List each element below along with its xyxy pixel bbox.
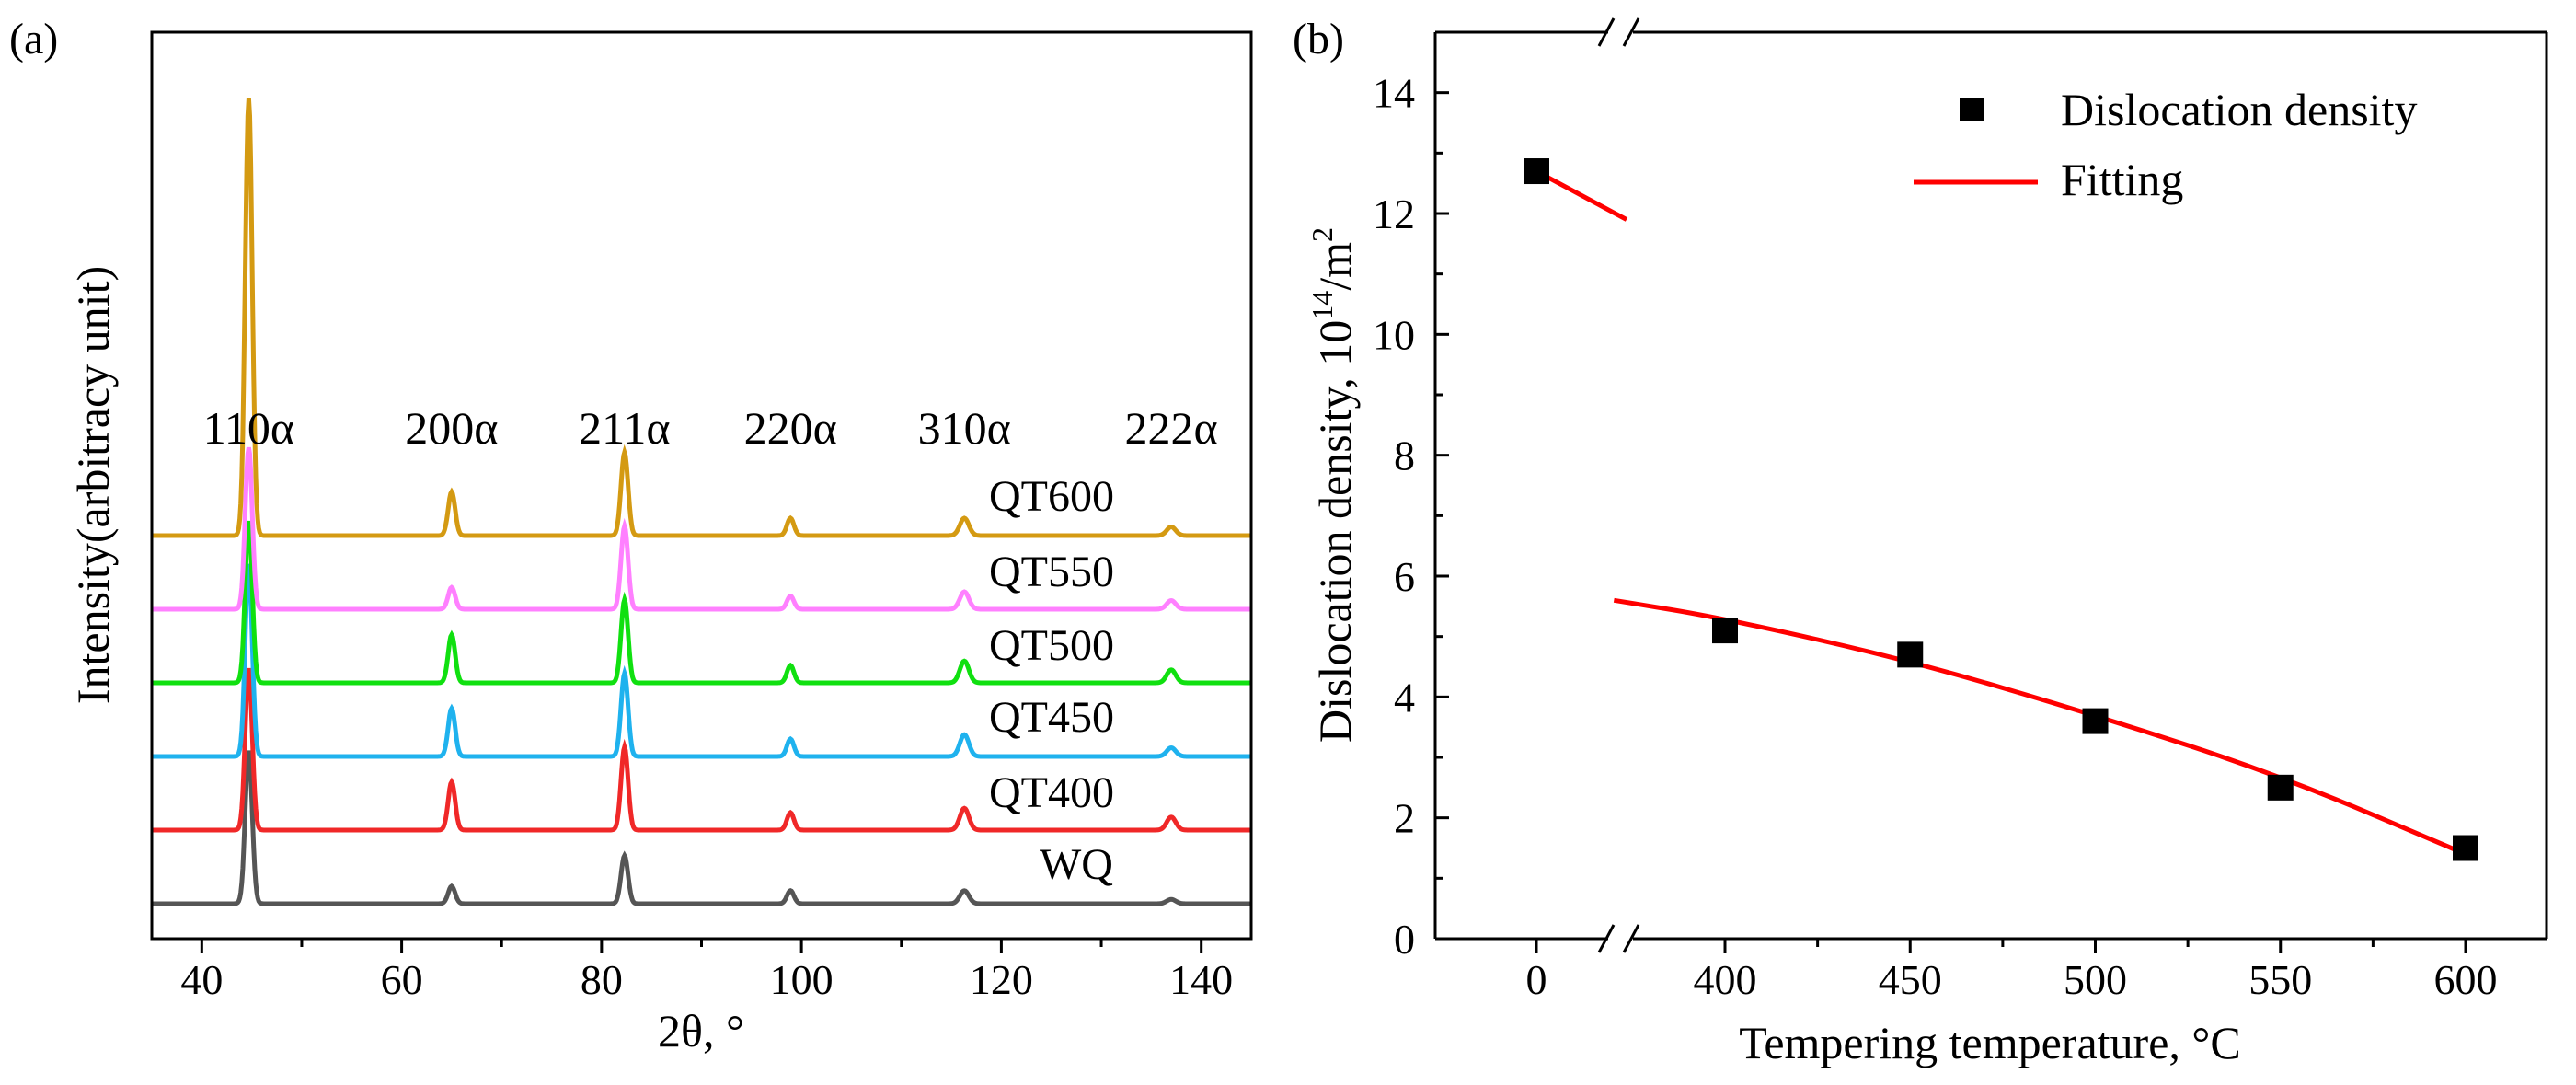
x-tick-label-550: 550: [2248, 956, 2312, 1003]
data-point-550: [2267, 774, 2294, 801]
peak-label-211a: 211α: [579, 402, 670, 454]
peak-label-220a: 220α: [744, 402, 837, 454]
data-points: [1524, 158, 2478, 861]
panel-a-xrd-chart: (a) 110α 200α 211α 220α 310α 222α WQ QT400 QT45…: [9, 15, 1253, 1056]
series-label-qt600: QT600: [989, 472, 1114, 521]
trace-qt400: [152, 667, 1251, 833]
series-label-qt500: QT500: [989, 621, 1114, 670]
trace-qt500: [152, 520, 1251, 686]
axis-break-bottom: [1597, 924, 1640, 953]
peak-label-310a: 310α: [918, 402, 1011, 454]
data-point-450: [1897, 641, 1924, 668]
legend-marker-square: [1960, 98, 1984, 121]
x-tick-label-400: 400: [1694, 956, 1757, 1003]
legend-label-dislocation-density: Dislocation density: [2061, 84, 2417, 135]
panel-a-label: (a): [9, 15, 58, 63]
y-tick-label-2: 2: [1394, 795, 1415, 842]
trace-wq: [152, 750, 1251, 906]
fitting-segment-0: [1535, 168, 1628, 222]
y-tick-label-6: 6: [1394, 553, 1415, 600]
panel-a-x-ticks: 40 60 80 100 120 140: [180, 939, 1233, 1003]
trace-qt550: [152, 446, 1251, 612]
data-point-600: [2453, 835, 2478, 861]
x-tick-label-0: 0: [1526, 956, 1547, 1003]
x-tick-label-40: 40: [180, 956, 223, 1003]
peak-labels: 110α 200α 211α 220α 310α 222α: [203, 402, 1218, 454]
axis-break-top: [1597, 17, 1640, 47]
series-label-qt400: QT400: [989, 768, 1114, 817]
panel-a-x-axis-label: 2θ, °: [658, 1005, 744, 1056]
panel-b-x-ticks: 0 400 450 500 550 600: [1526, 939, 2498, 1003]
y-tick-label-14: 14: [1373, 70, 1415, 117]
panel-b-frame: [1433, 30, 2548, 941]
peak-label-200a: 200α: [405, 402, 498, 454]
series-label-qt450: QT450: [989, 693, 1114, 742]
panel-b-label: (b): [1293, 15, 1344, 63]
peak-label-110a: 110α: [203, 402, 294, 454]
series-label-qt550: QT550: [989, 548, 1114, 596]
fitting-segment-1: [1613, 597, 2467, 857]
panel-b-y-ticks: 0 2 4 6 8 10 12 14: [1373, 70, 1449, 963]
x-tick-label-100: 100: [770, 956, 834, 1003]
data-point-500: [2082, 708, 2109, 734]
series-label-wq: WQ: [1040, 840, 1113, 889]
panel-b-dislocation-chart: (b) 0 2 4 6 8 10 12 14 0 400 450 500 550 600 Disloca…: [1293, 15, 2548, 1068]
fitting-curve: [1535, 168, 2467, 857]
y-tick-label-10: 10: [1373, 311, 1415, 358]
series-labels: WQ QT400 QT450 QT500 QT550 QT600: [989, 472, 1114, 889]
x-tick-label-120: 120: [970, 956, 1033, 1003]
panel-a-y-axis-label: Intensity(arbitracy unit): [67, 266, 119, 704]
legend: Dislocation density Fitting: [1914, 84, 2417, 205]
x-tick-label-60: 60: [381, 956, 423, 1003]
trace-qt450: [152, 563, 1251, 759]
x-tick-label-140: 140: [1169, 956, 1233, 1003]
trace-qt600: [152, 98, 1251, 538]
y-tick-label-8: 8: [1394, 433, 1415, 479]
legend-label-fitting: Fitting: [2061, 154, 2183, 205]
y-tick-label-12: 12: [1373, 190, 1415, 237]
peak-label-222a: 222α: [1124, 402, 1217, 454]
x-tick-label-80: 80: [581, 956, 623, 1003]
y-tick-label-0: 0: [1394, 916, 1415, 963]
panel-b-x-axis-label: Tempering temperature, °C: [1739, 1017, 2240, 1068]
x-tick-label-450: 450: [1879, 956, 1942, 1003]
panel-b-y-axis-label: Dislocation density, 1014/m2: [1305, 227, 1361, 743]
y-tick-label-4: 4: [1394, 674, 1415, 721]
data-point-0: [1524, 158, 1549, 185]
xrd-traces: [152, 98, 1251, 906]
x-tick-label-500: 500: [2064, 956, 2127, 1003]
data-point-400: [1712, 618, 1738, 644]
x-tick-label-600: 600: [2434, 956, 2498, 1003]
